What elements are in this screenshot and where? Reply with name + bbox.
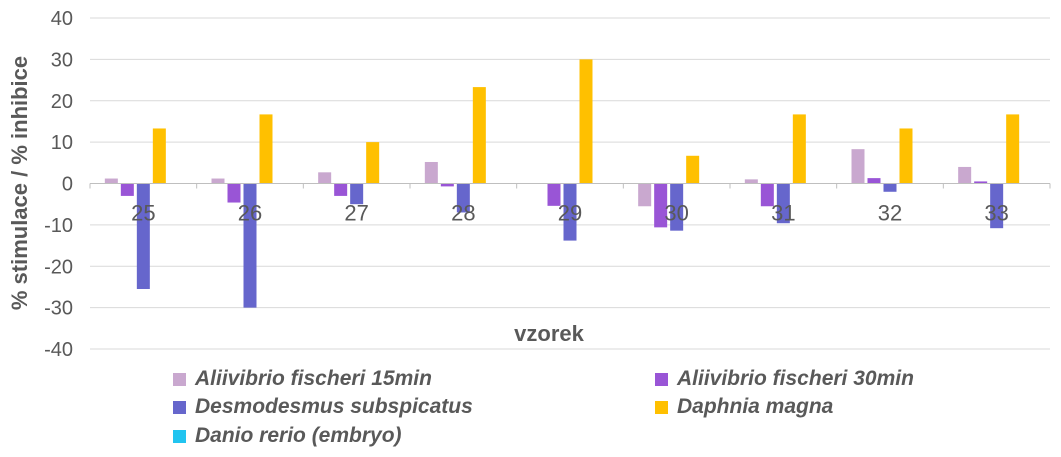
y-tick-label: -20 — [44, 256, 73, 278]
category-label: 29 — [558, 201, 582, 226]
category-labels: 25 26 27 28 29 30 31 32 33 — [131, 201, 1009, 226]
legend-label: Aliivibrio fischeri 15min — [195, 367, 432, 390]
legend-swatch — [655, 400, 668, 414]
bar — [120, 183, 134, 196]
bar — [760, 183, 774, 207]
bar — [579, 59, 593, 184]
x-axis-title: vzorek — [514, 321, 584, 346]
bar — [563, 183, 577, 241]
bar — [243, 183, 257, 308]
bar — [424, 161, 438, 184]
bar — [350, 183, 364, 205]
bar — [867, 178, 881, 184]
bar-chart: 40 30 20 10 0 -10 -20 -30 -40 25 26 27 28 29 30 31 32 33… — [7, 8, 1051, 361]
bar — [104, 178, 118, 184]
bar — [670, 183, 684, 231]
bar — [318, 172, 332, 184]
bar — [152, 128, 166, 184]
bar — [744, 179, 758, 184]
category-label: 25 — [131, 201, 155, 226]
bar — [851, 149, 865, 184]
legend-item: Desmodesmus subspicatus — [173, 392, 473, 422]
legend-label: Desmodesmus subspicatus — [195, 395, 473, 418]
legend-item: Danio rerio (embryo) — [173, 421, 402, 451]
category-label: 26 — [238, 201, 262, 226]
bar — [211, 178, 225, 184]
bar — [366, 142, 380, 184]
y-tick-label: 30 — [51, 49, 73, 71]
y-tick-label: -10 — [44, 215, 73, 237]
bar — [1006, 114, 1020, 184]
y-tick-label: -40 — [44, 339, 73, 361]
bar — [638, 183, 652, 207]
bar — [958, 166, 972, 184]
legend-label: Aliivibrio fischeri 30min — [677, 367, 914, 390]
y-tick-label: 20 — [51, 91, 73, 113]
y-axis-title: % stimulace / % inhibice — [7, 56, 32, 310]
bar — [334, 183, 348, 196]
legend-item: Aliivibrio fischeri 30min — [655, 364, 914, 394]
bar — [974, 181, 988, 184]
legend-swatch — [173, 372, 186, 386]
category-label: 27 — [344, 201, 368, 226]
y-tick-label: 40 — [51, 8, 73, 30]
category-label: 33 — [984, 201, 1008, 226]
legend-swatch — [173, 429, 186, 443]
bar — [792, 114, 806, 184]
legend-label: Daphnia magna — [677, 395, 834, 418]
legend-swatch — [173, 400, 186, 414]
y-tick-label: 0 — [62, 174, 73, 196]
category-label: 30 — [664, 201, 688, 226]
bar — [472, 87, 486, 184]
legend-swatch — [655, 372, 668, 386]
legend-label: Danio rerio (embryo) — [195, 424, 402, 447]
bar — [883, 183, 897, 192]
category-label: 28 — [451, 201, 475, 226]
bar — [990, 183, 1004, 229]
bar — [259, 114, 273, 184]
bar — [899, 128, 913, 184]
bar — [456, 183, 470, 213]
bar — [547, 183, 561, 206]
bar — [776, 183, 790, 224]
y-tick-label: 10 — [51, 132, 73, 154]
bars — [89, 59, 1051, 308]
category-label: 31 — [771, 201, 795, 226]
bar — [136, 183, 150, 290]
bar — [440, 183, 454, 187]
legend-item: Aliivibrio fischeri 15min — [173, 364, 432, 394]
y-tick-labels: 40 30 20 10 0 -10 -20 -30 -40 — [44, 8, 73, 361]
category-label: 32 — [878, 201, 902, 226]
legend-item: Daphnia magna — [655, 392, 833, 422]
legend: Aliivibrio fischeri 15min Aliivibrio fis… — [0, 362, 1061, 457]
bar — [654, 183, 668, 228]
bar — [227, 183, 241, 203]
y-tick-label: -30 — [44, 298, 73, 320]
bar — [686, 155, 700, 184]
